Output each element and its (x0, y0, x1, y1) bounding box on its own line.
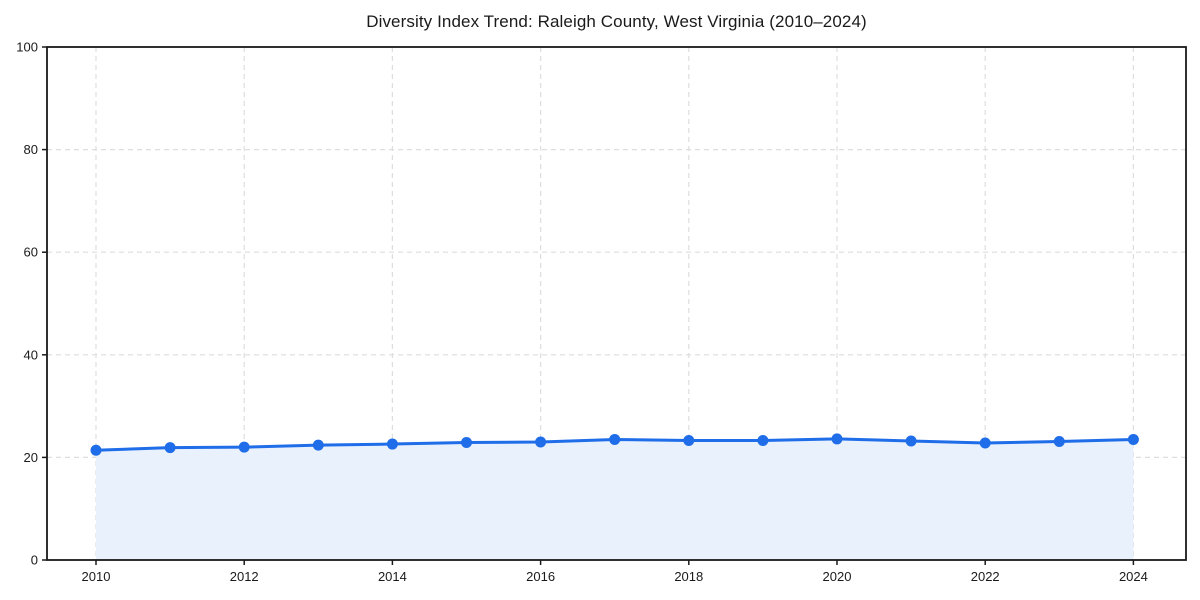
x-tick-label: 2024 (1119, 569, 1148, 584)
y-tick-label: 60 (24, 245, 38, 260)
y-tick-label: 20 (24, 450, 38, 465)
data-point-2017 (609, 433, 621, 445)
data-point-2015 (461, 437, 472, 449)
y-tick-label: 40 (24, 347, 38, 362)
data-point-2013 (312, 439, 324, 451)
data-point-2020 (831, 433, 843, 445)
data-point-2010 (90, 444, 102, 456)
y-tick-label: 80 (24, 142, 38, 157)
plot-border (46, 46, 1187, 561)
y-tick-label: 100 (16, 40, 38, 55)
data-point-2018 (683, 434, 695, 446)
x-tick-label: 2016 (526, 569, 555, 584)
data-point-2023 (1053, 435, 1065, 447)
chart-title: Diversity Index Trend: Raleigh County, W… (366, 12, 867, 31)
data-point-2024 (1127, 433, 1139, 445)
x-tick-label: 2022 (971, 569, 1000, 584)
x-tick-label: 2020 (823, 569, 852, 584)
x-tick-label: 2010 (82, 569, 111, 584)
data-point-2021 (905, 435, 917, 447)
x-tick-label: 2018 (674, 569, 703, 584)
area-fill (96, 438, 1134, 560)
x-tick-label: 2014 (378, 569, 407, 584)
x-tick-label: 2012 (230, 569, 259, 584)
data-point-2011 (164, 442, 176, 454)
data-point-2012 (238, 441, 250, 453)
data-point-2014 (386, 438, 398, 450)
data-point-2022 (979, 437, 991, 449)
data-point-2019 (757, 434, 769, 446)
y-tick-label: 0 (31, 553, 38, 568)
data-point-2016 (535, 436, 547, 448)
